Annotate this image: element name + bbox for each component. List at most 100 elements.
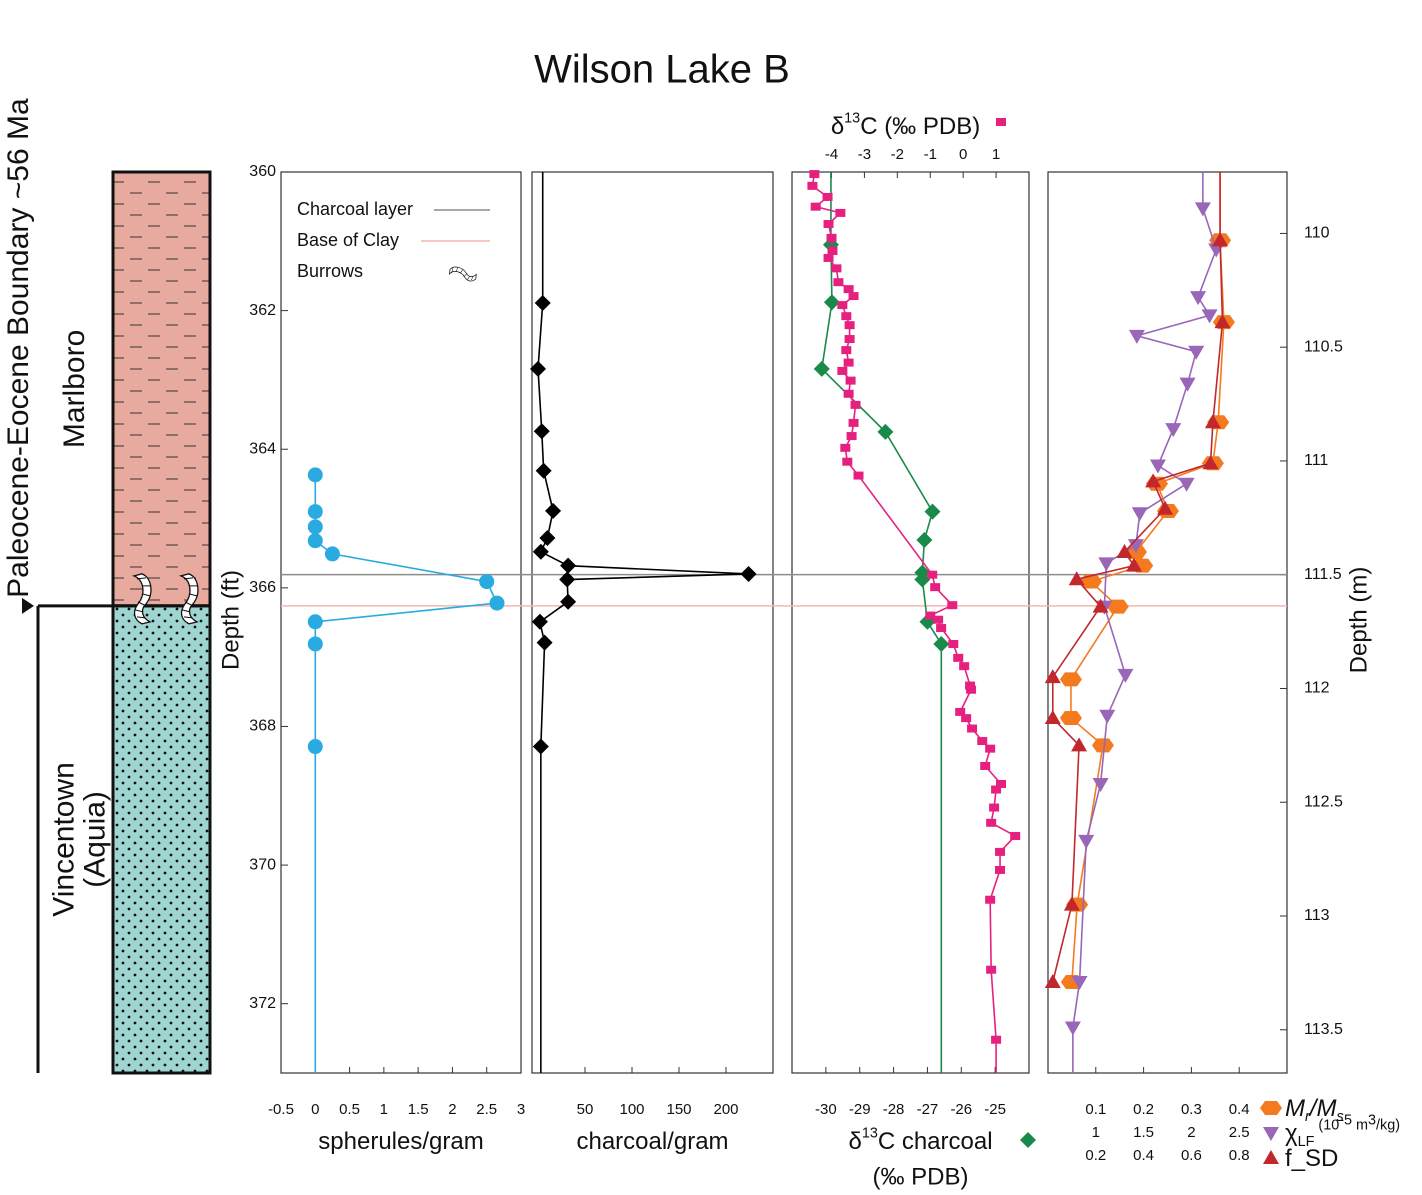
data-point — [844, 335, 855, 344]
panel-frame — [791, 171, 1030, 1074]
x-tick-label: 1.5 — [1133, 1124, 1154, 1141]
data-point — [1190, 291, 1207, 306]
data-point — [539, 529, 556, 546]
x-tick-label: -28 — [883, 1101, 905, 1118]
data-point — [843, 389, 854, 398]
unit-label: Vincentown — [47, 762, 80, 917]
unit-label: Marlboro — [58, 330, 91, 448]
data-point — [841, 346, 852, 355]
x-tick-label: -0.5 — [268, 1101, 294, 1118]
x-tick-label: 0 — [311, 1101, 319, 1118]
y2-tick-label: 111 — [1304, 452, 1328, 469]
legend-marker — [1263, 1127, 1279, 1141]
data-point — [530, 360, 547, 377]
data-point — [489, 595, 505, 611]
data-point — [1071, 737, 1088, 752]
data-point — [1044, 669, 1061, 684]
x2-axis-label: δ13C (‰ PDB) — [831, 110, 980, 140]
text-part: f_SD — [1285, 1145, 1338, 1172]
data-point — [841, 312, 852, 321]
y-tick-label: 370 — [249, 856, 276, 873]
y2-tick-label: 112.5 — [1304, 793, 1343, 810]
data-point — [955, 707, 966, 716]
data-point — [850, 400, 861, 409]
data-point — [1128, 329, 1145, 344]
x-tick-label: 2 — [448, 1101, 456, 1118]
data-point — [740, 565, 757, 582]
data-point — [810, 202, 821, 211]
data-point — [536, 634, 553, 651]
legend-burrow — [448, 264, 478, 284]
x2-tick-label: -3 — [858, 146, 871, 163]
data-point — [835, 208, 846, 217]
lithology-pattern — [111, 170, 212, 608]
data-point — [1092, 598, 1109, 613]
data-point — [843, 358, 854, 367]
x-tick-label: 50 — [577, 1101, 594, 1118]
data-point — [809, 170, 820, 179]
data-point — [986, 818, 997, 827]
x-tick-label: -30 — [815, 1101, 837, 1118]
data-point — [927, 570, 938, 579]
x-tick-label: 2.5 — [1229, 1124, 1250, 1141]
data-point — [559, 571, 576, 588]
data-point — [953, 653, 964, 662]
legend-label: Burrows — [297, 261, 363, 281]
data-point — [991, 1035, 1002, 1044]
x-tick-label: 0.4 — [1229, 1101, 1250, 1118]
data-point — [925, 611, 936, 620]
data-point — [307, 614, 323, 630]
data-point — [827, 247, 838, 256]
data-point — [531, 613, 548, 630]
x-tick-label: -29 — [849, 1101, 871, 1118]
data-point — [1204, 414, 1221, 429]
data-point — [1188, 345, 1205, 360]
data-point — [985, 744, 996, 753]
data-point — [843, 285, 854, 294]
x2-tick-label: -2 — [891, 146, 904, 163]
data-point — [833, 278, 844, 287]
data-point — [1063, 896, 1080, 911]
data-point — [307, 519, 323, 535]
data-point — [1131, 507, 1148, 522]
data-point — [1117, 668, 1134, 683]
data-point — [823, 219, 834, 228]
x2-tick-label: 1 — [992, 146, 1000, 163]
text-part: C charcoal — [878, 1128, 993, 1155]
y-tick-label: 362 — [249, 302, 276, 319]
text-part: -5 — [1339, 1112, 1352, 1128]
data-point — [959, 662, 970, 671]
data-point — [967, 724, 978, 733]
data-point — [813, 360, 830, 377]
data-point — [1145, 473, 1162, 488]
panel-frame — [280, 171, 522, 1074]
series-line — [820, 244, 942, 645]
data-point — [848, 292, 859, 301]
data-point — [1178, 477, 1195, 492]
legend-marker — [1020, 1132, 1036, 1148]
unit-label: (Aquia) — [78, 791, 111, 888]
text-part: M — [1285, 1095, 1305, 1122]
y2-tick-label: 110.5 — [1304, 338, 1343, 355]
x-tick-label: 0.2 — [1133, 1101, 1154, 1118]
data-point — [933, 615, 944, 624]
data-point — [844, 321, 855, 330]
data-point — [848, 418, 859, 427]
data-point — [933, 635, 950, 652]
data-point — [1212, 232, 1229, 247]
data-point — [924, 503, 941, 520]
x-axis-label: (‰ PDB) — [873, 1163, 969, 1190]
x-tick-label: 0.5 — [339, 1101, 360, 1118]
data-point — [1099, 709, 1116, 724]
data-point — [1127, 539, 1144, 554]
data-point — [1149, 459, 1166, 474]
lithology-pattern — [111, 604, 212, 1075]
series-line — [1072, 208, 1218, 1028]
data-point — [916, 532, 933, 549]
legend-label: Base of Clay — [297, 230, 399, 250]
data-point — [545, 502, 562, 519]
x-tick-label: 0.2 — [1085, 1147, 1106, 1164]
data-point — [989, 803, 1000, 812]
data-point — [307, 467, 323, 483]
data-point — [822, 192, 833, 201]
